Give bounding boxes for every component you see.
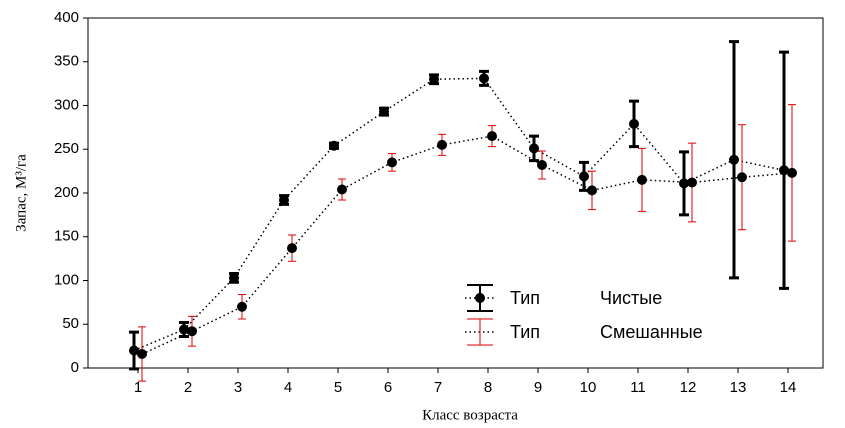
x-axis-label: Класс возраста	[422, 407, 518, 423]
point	[137, 349, 147, 359]
y-tick-label: 250	[54, 140, 79, 157]
point	[579, 171, 589, 182]
x-tick-label: 10	[580, 379, 597, 396]
legend-title: Тип	[510, 322, 540, 342]
point	[629, 118, 639, 129]
x-tick-label: 14	[780, 379, 797, 396]
y-tick-label: 400	[54, 9, 79, 26]
y-tick-label: 200	[54, 184, 79, 201]
point	[129, 345, 139, 356]
point	[737, 172, 747, 183]
x-tick-label: 4	[284, 379, 292, 396]
point	[779, 165, 789, 176]
y-tick-label: 0	[71, 359, 79, 376]
legend-marker	[475, 293, 485, 303]
y-axis-label: Запас, М³/га	[13, 154, 29, 232]
plot-frame	[87, 17, 824, 369]
legend-label: Чистые	[600, 288, 662, 308]
x-tick-label: 13	[730, 379, 747, 396]
x-tick-label: 6	[384, 379, 392, 396]
x-tick-label: 12	[680, 379, 697, 396]
x-tick-label: 8	[484, 379, 492, 396]
point	[687, 177, 697, 188]
y-tick-label: 150	[54, 228, 79, 245]
y-tick-label: 100	[54, 271, 79, 288]
point	[487, 131, 497, 142]
point	[379, 106, 389, 117]
point	[179, 324, 189, 335]
point	[387, 157, 397, 168]
point	[237, 301, 247, 312]
x-tick-label: 11	[630, 379, 646, 396]
x-tick-label: 7	[434, 379, 442, 396]
legend-label: Смешанные	[600, 322, 703, 342]
point	[729, 154, 739, 165]
point	[229, 272, 239, 283]
point	[529, 143, 539, 154]
point	[337, 184, 347, 195]
point	[329, 140, 339, 151]
point	[437, 139, 447, 150]
point	[537, 160, 547, 170]
point	[787, 167, 797, 178]
x-tick-label: 1	[134, 379, 142, 396]
point	[637, 174, 647, 185]
series-line	[133, 77, 785, 352]
x-tick-label: 2	[184, 379, 192, 396]
point	[287, 243, 297, 254]
y-tick-label: 50	[62, 315, 79, 332]
point	[587, 185, 597, 196]
point	[679, 178, 689, 189]
x-tick-label: 3	[234, 379, 242, 396]
x-tick-label: 5	[334, 379, 342, 396]
point	[429, 74, 439, 85]
point	[187, 326, 197, 337]
legend-title: Тип	[510, 288, 540, 308]
y-tick-label: 350	[54, 53, 79, 70]
point	[279, 195, 289, 205]
y-tick-label: 300	[54, 96, 79, 113]
point	[479, 73, 489, 84]
x-tick-label: 9	[534, 379, 542, 396]
